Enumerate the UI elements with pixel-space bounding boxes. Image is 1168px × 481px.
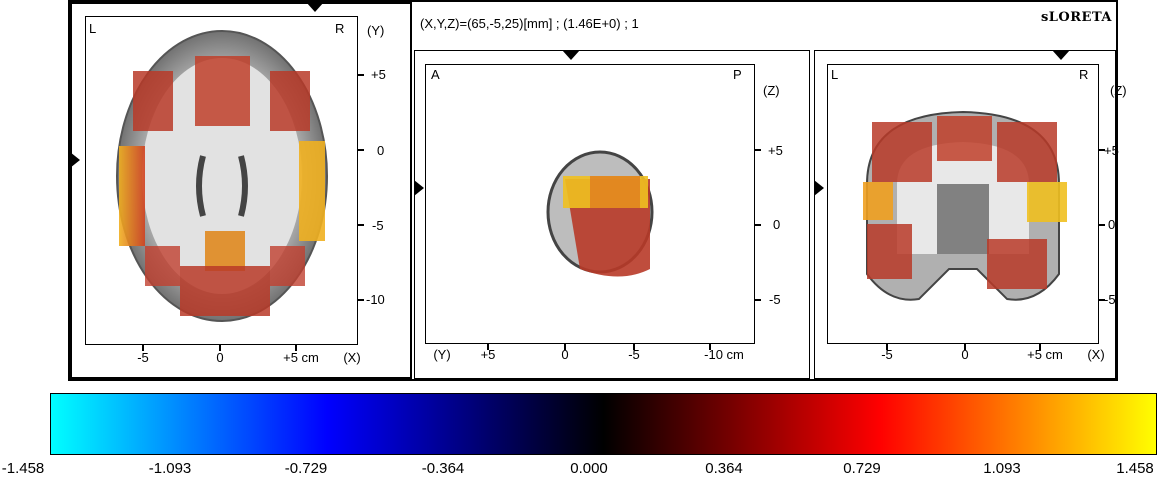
method-label: sLORETA [1040,10,1112,25]
axial-axis-name: (Y) [367,23,385,38]
sagittal-y-cursor-marker[interactable] [414,180,424,196]
sagittal-left-label: A [431,67,440,82]
axial-x-tick: 0 [216,350,224,365]
sagittal-y-tick: +5 [768,143,783,158]
axial-x-tick: -5 [137,350,149,365]
axial-brain-slice [116,30,328,322]
coronal-y-tick: +5 [1104,143,1119,158]
coronal-y-tick: -5 [1104,292,1116,307]
coronal-x-cursor-marker[interactable] [1052,50,1070,60]
coronal-x-tick: -5 [881,347,893,362]
colorbar-label: 0.000 [570,460,608,477]
coordinate-readout: (X,Y,Z)=(65,-5,25)[mm] ; (1.46E+0) ; 1 [420,16,639,31]
coronal-y-cursor-marker[interactable] [814,180,824,196]
axial-y-cursor-marker[interactable] [70,152,80,168]
colorbar-label: 0.364 [705,460,743,477]
colorbar-label: 1.093 [983,460,1021,477]
sagittal-x-tick: +5 [480,347,496,362]
sagittal-y-tick: -5 [769,292,781,307]
colorbar-label: -1.458 [1,460,45,477]
sagittal-axis-name: (Z) [763,83,780,98]
sagittal-x-tick: -5 [628,347,640,362]
coronal-axis-name: (Z) [1110,83,1127,98]
axial-left-label: L [89,21,97,36]
colorbar-label: -0.364 [421,460,465,477]
axial-right-label: R [335,21,345,36]
axial-x-cursor-marker[interactable] [306,2,324,12]
colorbar-label: 1.458 [1116,460,1154,477]
sagittal-x-cursor-marker[interactable] [562,50,580,60]
coronal-brain-slice [863,110,1067,301]
sagittal-y-tick: 0 [773,217,781,232]
sagittal-x-tick: (Y) [433,347,451,362]
coronal-x-tick: (X) [1087,347,1105,362]
axial-y-tick: 0 [377,143,385,158]
colorbar [50,393,1157,455]
coronal-y-tick: 0 [1108,217,1116,232]
coronal-x-tick: +5 cm [1027,347,1063,362]
sagittal-x-tick: -10 cm [704,347,744,362]
colorbar-label: -0.729 [284,460,328,477]
axial-y-tick: -10 [366,292,385,307]
axial-x-tick: (X) [343,350,361,365]
sagittal-brain-slice [546,150,654,277]
coronal-x-tick: 0 [961,347,969,362]
axial-y-tick: +5 [371,67,386,82]
axial-y-tick: -5 [372,218,384,233]
colorbar-label: -1.093 [148,460,192,477]
coronal-left-label: L [831,67,839,82]
colorbar-label: 0.729 [843,460,881,477]
coronal-right-label: R [1079,67,1089,82]
sagittal-right-label: P [733,67,742,82]
axial-x-tick: +5 cm [283,350,319,365]
sagittal-x-tick: 0 [561,347,569,362]
